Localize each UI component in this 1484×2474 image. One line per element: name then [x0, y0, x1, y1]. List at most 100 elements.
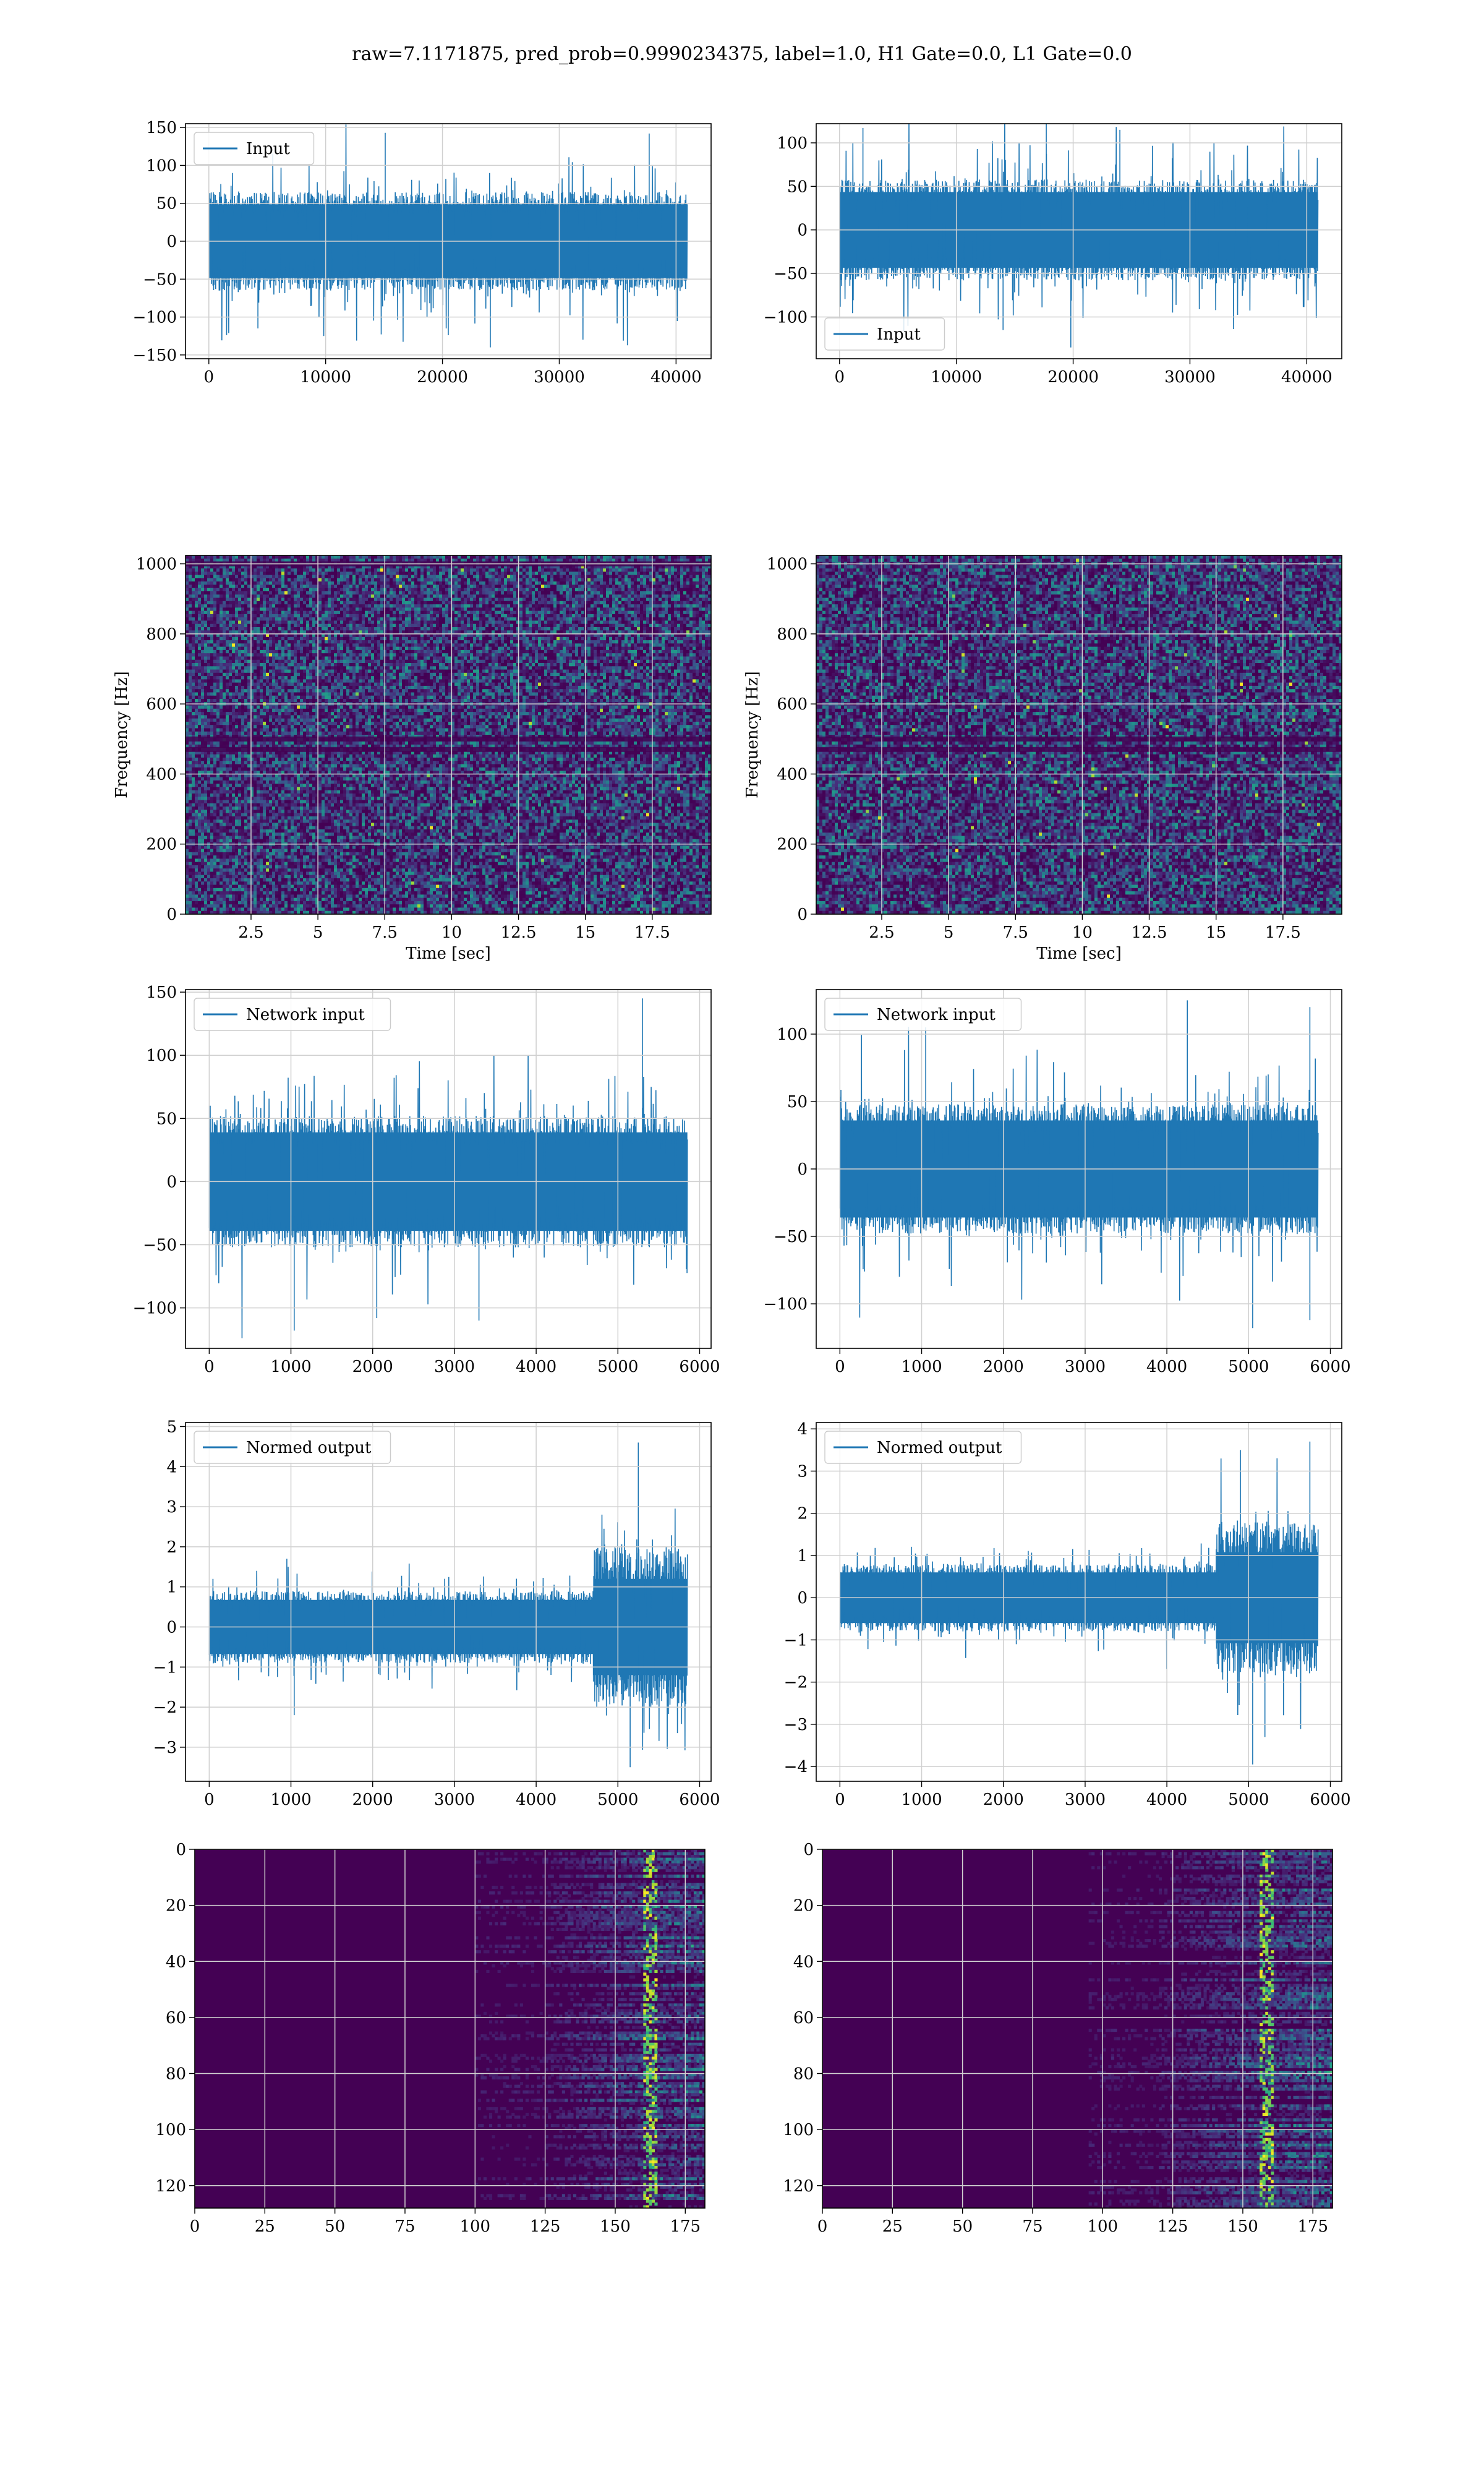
heatmap-cell — [241, 555, 245, 559]
heatmap-cell — [498, 617, 501, 621]
heatmap-cell — [346, 643, 350, 647]
heatmap-cell — [402, 604, 406, 608]
heatmap-cell — [584, 607, 588, 611]
heatmap-cell — [600, 591, 603, 595]
heatmap-cell — [492, 584, 495, 588]
heatmap-cell — [591, 647, 594, 651]
heatmap-cell — [322, 640, 325, 644]
heatmap-cell — [594, 568, 597, 572]
heatmap-cell — [646, 588, 650, 592]
heatmap-cell — [671, 584, 675, 588]
heatmap-cell — [519, 581, 523, 585]
heatmap-cell — [288, 601, 291, 605]
heatmap-cell — [216, 627, 220, 631]
heatmap-cell — [247, 581, 251, 585]
heatmap-cell — [541, 581, 545, 585]
heatmap-cell — [634, 624, 638, 628]
heatmap-cell — [445, 647, 449, 651]
heatmap-cell — [526, 584, 529, 588]
heatmap-cell — [414, 594, 418, 598]
heatmap-cell — [349, 647, 353, 651]
heatmap-cell — [591, 568, 594, 572]
heatmap-cell — [424, 640, 427, 644]
heatmap-cell — [556, 555, 560, 559]
heatmap-cell — [560, 604, 563, 608]
heatmap-cell — [550, 601, 554, 605]
heatmap-cell — [275, 591, 279, 595]
heatmap-cell — [628, 637, 631, 641]
heatmap-cell — [260, 571, 263, 575]
heatmap-cell — [405, 617, 409, 621]
heatmap-cell — [374, 643, 378, 647]
heatmap-cell — [683, 611, 687, 615]
heatmap-cell — [665, 601, 668, 605]
heatmap-cell — [550, 604, 554, 608]
heatmap-cell — [606, 640, 610, 644]
heatmap-cell — [365, 637, 369, 641]
heatmap-cell — [640, 594, 644, 598]
heatmap-cell — [662, 555, 665, 559]
heatmap-cell — [263, 620, 267, 624]
heatmap-cell — [318, 594, 322, 598]
heatmap-cell — [566, 637, 569, 641]
heatmap-cell — [402, 568, 406, 572]
heatmap-cell — [556, 617, 560, 621]
heatmap-cell — [504, 617, 508, 621]
heatmap-cell — [297, 575, 301, 579]
heatmap-cell — [705, 604, 709, 608]
heatmap-cell — [631, 578, 634, 582]
heatmap-cell — [390, 568, 393, 572]
heatmap-cell — [260, 620, 263, 624]
heatmap-cell — [417, 637, 421, 641]
heatmap-cell — [408, 581, 412, 585]
heatmap-cell — [553, 575, 557, 579]
heatmap-cell — [380, 555, 384, 559]
heatmap-cell — [522, 637, 526, 641]
heatmap-cell — [646, 624, 650, 628]
heatmap-cell — [241, 627, 245, 631]
heatmap-cell — [513, 594, 517, 598]
heatmap-cell — [553, 594, 557, 598]
heatmap-cell — [220, 617, 223, 621]
heatmap-cell — [213, 588, 217, 592]
heatmap-cell — [495, 617, 498, 621]
heatmap-cell — [306, 647, 310, 651]
heatmap-cell — [374, 627, 378, 631]
heatmap-cell — [393, 640, 396, 644]
heatmap-cell — [662, 588, 665, 592]
heatmap-cell — [603, 598, 607, 602]
heatmap-cell — [204, 598, 208, 602]
heatmap-cell — [247, 601, 251, 605]
heatmap-cell — [405, 637, 409, 641]
heatmap-cell — [331, 637, 335, 641]
heatmap-cell — [380, 575, 384, 579]
heatmap-cell — [702, 640, 706, 644]
heatmap-cell — [479, 617, 483, 621]
heatmap-cell — [291, 624, 294, 628]
heatmap-cell — [210, 584, 214, 588]
heatmap-cell — [625, 627, 628, 631]
heatmap-cell — [343, 624, 347, 628]
heatmap-cell — [235, 620, 239, 624]
heatmap-cell — [371, 588, 375, 592]
heatmap-cell — [436, 555, 440, 559]
heatmap-cell — [303, 647, 307, 651]
heatmap-cell — [192, 598, 195, 602]
heatmap-cell — [479, 620, 483, 624]
heatmap-cell — [386, 594, 390, 598]
heatmap-cell — [424, 568, 427, 572]
heatmap-cell — [547, 588, 551, 592]
heatmap-cell — [575, 611, 579, 615]
heatmap-cell — [693, 637, 696, 641]
heatmap-cell — [609, 640, 613, 644]
heatmap-cell — [297, 627, 301, 631]
heatmap-cell — [560, 607, 563, 611]
heatmap-cell — [668, 568, 672, 572]
heatmap-cell — [510, 578, 514, 582]
heatmap-cell — [433, 578, 437, 582]
heatmap-cell — [414, 611, 418, 615]
heatmap-cell — [346, 578, 350, 582]
heatmap-cell — [210, 620, 214, 624]
heatmap-cell — [226, 581, 229, 585]
heatmap-cell — [318, 640, 322, 644]
